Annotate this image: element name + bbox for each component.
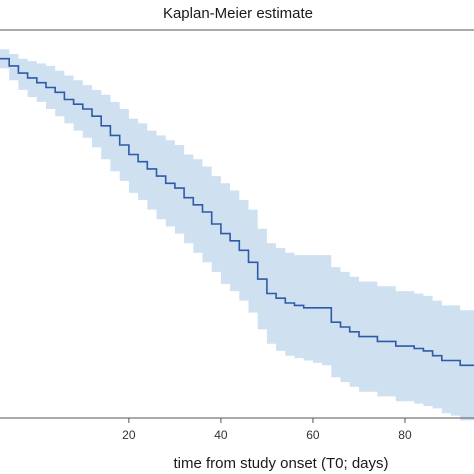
survival-line-layer	[0, 57, 474, 367]
x-tick-label: 20	[122, 428, 136, 442]
plot-frame	[0, 29, 474, 419]
x-axis-ticks: 20 40 60 80	[122, 418, 412, 442]
x-tick-label: 60	[306, 428, 320, 442]
confidence-band	[0, 49, 474, 421]
survival-curve	[0, 57, 474, 367]
confidence-band-layer	[0, 49, 474, 421]
chart-title: Kaplan-Meier estimate	[163, 5, 313, 22]
x-tick-label: 40	[214, 428, 228, 442]
plot-area: 20 40 60 80	[0, 29, 474, 442]
x-tick-label: 80	[398, 428, 412, 442]
x-axis-label: time from study onset (T0; days)	[173, 455, 388, 472]
